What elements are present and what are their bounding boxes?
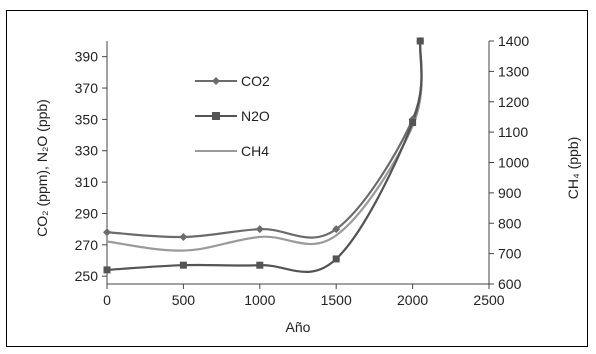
x-tick-label: 500 [172,292,196,308]
y-right-tick-label: 1400 [498,33,529,49]
y-left-tick-label: 330 [75,143,99,159]
y-right-tick-label: 600 [498,276,522,292]
data-point-co2 [179,232,188,241]
y-right-tick-label: 1100 [498,124,528,140]
legend-item-n2o: N2O [195,108,270,124]
y-right-tick-label: 800 [498,215,522,231]
y-right-tick-label: 700 [498,246,522,262]
legend-label-co2: CO2 [241,73,270,89]
y-left-tick-label: 390 [75,49,99,65]
series-line-ch4 [106,43,423,252]
data-point-n2o [416,37,424,45]
x-tick-label: 0 [103,292,111,308]
y-left-tick-label: 370 [75,80,99,96]
legend: CO2 N2O CH4 [195,73,270,159]
data-point-n2o [409,119,417,127]
y-left-tick-label: 350 [75,111,99,127]
series-line-co2 [106,40,423,239]
data-point-n2o [179,261,187,269]
y-left-tick-label: 290 [75,205,99,221]
y-right-tick-label: 1300 [498,63,529,79]
legend-marker-co2 [212,77,220,85]
x-tick-label: 2000 [397,292,428,308]
y-left-tick-label: 270 [75,237,99,253]
y-right-tick-label: 900 [498,185,522,201]
legend-marker-n2o [212,112,220,120]
y-axis-right-title: CH₄ (ppb) [565,137,581,200]
data-point-co2 [332,225,341,234]
data-point-co2 [103,228,111,237]
x-tick-label: 2500 [473,292,504,308]
x-tick-label: 1000 [244,292,275,308]
y-right-tick-label: 1000 [498,155,529,171]
data-point-co2 [255,225,264,234]
data-point-n2o [256,261,264,269]
y-left-tick-label: 250 [75,268,99,284]
chart-frame [6,10,588,347]
legend-label-ch4: CH4 [241,143,269,159]
data-point-n2o [332,255,340,263]
y-axis-left-title: CO₂ (ppm), N₂O (ppb) [34,99,50,237]
y-right-tick-label: 1200 [498,94,529,110]
x-axis-title: Año [286,319,311,335]
data-point-n2o [103,266,111,274]
x-tick-label: 1500 [321,292,352,308]
legend-label-n2o: N2O [241,108,270,124]
y-left-tick-label: 310 [75,174,99,190]
legend-item-co2: CO2 [195,73,270,89]
legend-item-ch4: CH4 [195,143,269,159]
